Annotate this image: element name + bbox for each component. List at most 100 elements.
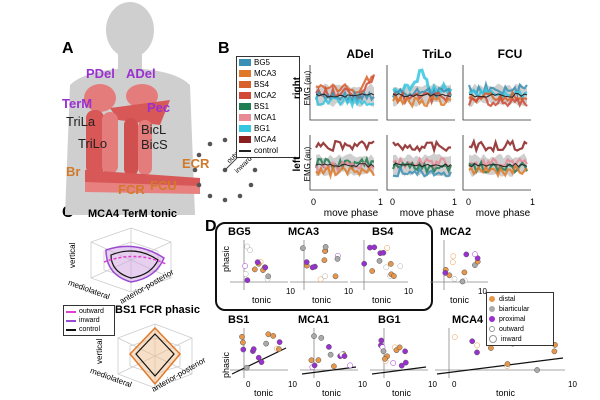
- d-title-bg1: BG1: [378, 314, 401, 326]
- c-polar-2: [117, 323, 193, 389]
- c-title-2: BS1 FCR phasic: [115, 304, 200, 316]
- muscle-pdel: PDel: [86, 66, 115, 81]
- d-scatter-point: [474, 255, 481, 262]
- d-legend-marker: [489, 326, 495, 332]
- d-scatter-point: [276, 339, 283, 345]
- b-legend-swatch: [239, 103, 251, 110]
- muscle-pec: Pec: [147, 100, 171, 115]
- b-legend-swatch: [239, 81, 251, 88]
- d-legend-marker: [489, 306, 495, 312]
- d-fit-line: [371, 366, 427, 375]
- d-scatter-subplot: [435, 328, 565, 378]
- d-scatter-point: [309, 264, 316, 271]
- c-vertical-1: vertical: [68, 242, 77, 268]
- b-subplot: [386, 65, 455, 121]
- b-control-trace: [392, 93, 452, 98]
- b-xlabel-0: move phase: [323, 208, 379, 219]
- b-legend-item: control: [237, 145, 299, 156]
- c-legend-label: outward: [79, 308, 104, 315]
- b-emg-trace: [467, 80, 528, 98]
- d-scatter-point: [451, 276, 458, 282]
- d-scatter-point: [361, 260, 368, 267]
- b-control-trace: [468, 162, 528, 168]
- d-scatter-point: [262, 264, 269, 271]
- muscle-trilo: TriLo: [78, 136, 108, 151]
- d-scatter-point: [382, 356, 388, 362]
- b-emg-trace: [468, 163, 528, 179]
- d-scatter-point: [390, 360, 397, 366]
- d-scatter-point: [318, 335, 325, 341]
- b-tick1-0: 1: [378, 197, 384, 207]
- d-scatter-point: [398, 362, 405, 369]
- d-tick10-bottom-3: 10: [568, 380, 577, 389]
- d-title-mca4: MCA4: [452, 314, 484, 326]
- d-legend-item: biarticular: [489, 304, 551, 314]
- b-legend-label: MCA2: [254, 91, 277, 100]
- d-scatter-point: [383, 264, 390, 271]
- outward-arrow: [224, 157, 238, 171]
- b-col-title-0: ADel: [346, 47, 374, 61]
- muscles: [84, 84, 200, 194]
- b-emg-trace: [315, 162, 375, 181]
- d-scatter-subplot: [300, 328, 358, 378]
- b-subplot: [462, 135, 531, 191]
- d-scatter-point: [263, 340, 269, 347]
- d-scatter-point: [371, 244, 378, 251]
- d-title-mca3: MCA3: [288, 226, 320, 238]
- d-tick10-top-1: 10: [344, 287, 353, 296]
- b-control-trace: [392, 162, 452, 168]
- d-scatter-point: [240, 346, 247, 353]
- d-scatter-point: [384, 245, 391, 251]
- d-xlabel-bottom-0: tonic: [254, 388, 274, 398]
- d-scatter-point: [243, 364, 250, 371]
- d-title-bs1: BS1: [228, 314, 250, 326]
- d-scatter-point: [276, 346, 282, 352]
- d-legend-item: outward: [489, 324, 551, 334]
- b-col-title-2: FCU: [497, 47, 523, 61]
- b-legend-item: BG1: [237, 123, 299, 134]
- b-legend-label: MCA3: [254, 69, 277, 78]
- d-ylabel-bottom: phasic: [221, 351, 231, 378]
- d-scatter-point: [326, 344, 332, 350]
- b-legend-item: BS4: [237, 79, 299, 90]
- b-legend-swatch: [239, 125, 251, 132]
- d-highlight-box: [215, 222, 433, 311]
- b-tick1-1: 1: [452, 197, 458, 207]
- d-scatter-point: [311, 362, 318, 369]
- b-legend-label: MCA4: [254, 135, 277, 144]
- d-legend-label: distal: [499, 295, 516, 303]
- d-scatter-point: [308, 357, 315, 364]
- b-subplot: [386, 135, 455, 191]
- d-scatter-point: [240, 339, 246, 346]
- muscle-bics: BicS: [141, 137, 168, 152]
- b-subplot: [309, 135, 378, 191]
- b-row-left-side: left: [292, 156, 303, 172]
- b-xlabel-2: move phase: [475, 208, 531, 219]
- b-emg-trace: [315, 74, 376, 100]
- b-control-trace: [315, 92, 375, 98]
- d-scatter-point: [534, 367, 540, 373]
- d-tick0-bottom-2: 0: [386, 380, 391, 389]
- d-scatter-point: [242, 271, 249, 277]
- b-legend-swatch: [239, 114, 251, 121]
- d-scatter-point: [265, 331, 272, 338]
- d-scatter-point: [380, 249, 387, 256]
- d-scatter-point: [322, 244, 329, 250]
- d-scatter-point: [341, 353, 348, 359]
- d-scatter-point: [376, 258, 383, 264]
- b-emg-trace: [392, 163, 452, 178]
- d-scatter-point: [450, 253, 457, 260]
- d-scatter-point: [551, 348, 558, 355]
- d-scatter-subplot: [230, 328, 288, 378]
- d-scatter-point: [321, 257, 328, 264]
- muscle-bicl: BicL: [141, 122, 167, 137]
- d-scatter-point: [347, 362, 353, 369]
- d-scatter-point: [474, 349, 480, 356]
- muscle-term: TerM: [62, 96, 93, 111]
- d-scatter-point: [474, 342, 481, 349]
- b-legend-item: MCA2: [237, 90, 299, 101]
- d-xlabel-top-3: tonic: [450, 295, 470, 305]
- muscle-trila: TriLa: [66, 114, 96, 129]
- d-legend-label: proximal: [499, 315, 526, 323]
- b-axes: [309, 65, 378, 121]
